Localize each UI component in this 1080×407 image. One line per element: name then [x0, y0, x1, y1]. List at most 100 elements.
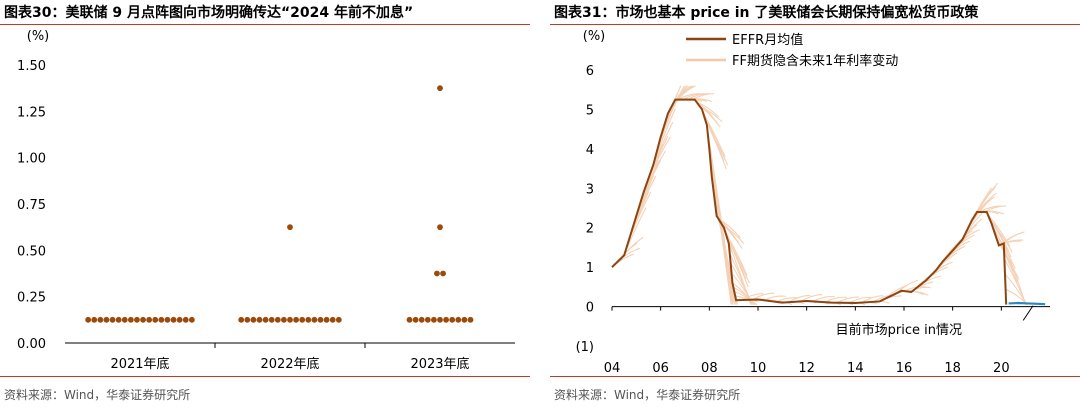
- dot-group: [238, 224, 342, 323]
- y-tick-label: 0.25: [17, 291, 46, 306]
- x-tick-label: 16: [896, 361, 913, 376]
- dot: [164, 316, 171, 323]
- dot: [170, 316, 177, 323]
- dot: [97, 316, 104, 323]
- legend-label: EFFR月均值: [732, 32, 803, 48]
- dot: [299, 316, 306, 323]
- futures-curve: [975, 182, 999, 215]
- dot: [91, 316, 98, 323]
- dot: [268, 316, 275, 323]
- futures-curve: [700, 106, 723, 123]
- x-tick-label: 2021年底: [110, 356, 169, 372]
- y-tick-label: 0: [586, 301, 594, 316]
- dot: [323, 316, 330, 323]
- dot: [121, 316, 128, 323]
- dot-plot-chart: (%) 0.00 0.25 0.50 0.75 1.00 1.25 1.50 2021年底 202…: [17, 29, 515, 372]
- dot: [176, 316, 183, 323]
- rate-path-panel: 图表31：市场也基本 price in 了美联储会长期保持偏宽松货币政策 (%)…: [550, 0, 1080, 407]
- dot: [152, 316, 159, 323]
- dot: [85, 316, 92, 323]
- futures-curve: [966, 200, 990, 230]
- dot: [274, 316, 281, 323]
- x-tick-label: 06: [652, 361, 669, 376]
- futures-curve: [903, 286, 926, 292]
- dot: [443, 316, 449, 323]
- y-tick-label: 3: [586, 182, 594, 197]
- dot: [127, 316, 134, 323]
- dot: [287, 224, 293, 231]
- dot: [109, 316, 116, 323]
- dot: [317, 316, 324, 323]
- title-rule: [0, 24, 530, 25]
- y-tick-label: 1.00: [17, 152, 46, 167]
- dot: [434, 270, 440, 277]
- dot: [424, 316, 431, 323]
- futures-curve: [652, 108, 676, 165]
- y-tick-label: 5: [586, 103, 594, 118]
- chart-title: 图表31：市场也基本 price in 了美联储会长期保持偏宽松货币政策: [554, 5, 979, 21]
- futures-curve: [628, 191, 652, 240]
- dot: [146, 316, 153, 323]
- dot-group: [85, 316, 195, 323]
- dot: [256, 316, 263, 323]
- dot: [461, 316, 468, 323]
- annotation-arrow: [1022, 305, 1034, 321]
- source-note: 资料来源：Wind，华泰证券研究所: [4, 388, 191, 402]
- current-pricing-line: [1008, 301, 1046, 306]
- dot: [158, 316, 165, 323]
- dot: [281, 316, 287, 323]
- futures-curve: [623, 207, 647, 256]
- futures-curve: [763, 295, 787, 301]
- x-tick-label: 12: [798, 361, 815, 376]
- x-tick-label: 2023年底: [410, 356, 469, 372]
- x-tick-label: 10: [750, 361, 767, 376]
- futures-curve: [735, 295, 758, 306]
- y-tick-label: 0.75: [17, 198, 46, 213]
- futures-fan: [611, 85, 1028, 306]
- dot: [437, 316, 443, 323]
- annotation: 目前市场price in情况: [836, 305, 1034, 338]
- dot: [437, 85, 443, 92]
- dot: [329, 316, 336, 323]
- futures-curve: [696, 101, 719, 118]
- x-tick-label: 2022年底: [260, 356, 319, 372]
- y-tick-label: 6: [586, 64, 594, 79]
- chart-title: 图表30：美联储 9 月点阵图向市场明确传达“2024 年前不加息”: [4, 5, 414, 21]
- dot: [412, 316, 419, 323]
- futures-curve: [908, 286, 931, 293]
- dot-plot-panel: 图表30：美联储 9 月点阵图向市场明确传达“2024 年前不加息” (%) 0.…: [0, 0, 530, 407]
- y-tick-label: 1: [586, 261, 594, 276]
- dot: [140, 316, 146, 323]
- dot: [335, 316, 342, 323]
- x-tick-label: 04: [604, 361, 621, 376]
- dot: [293, 316, 299, 323]
- y-tick-label: 4: [586, 143, 594, 158]
- y-tick-label: 1.25: [17, 105, 46, 120]
- dot: [455, 316, 462, 323]
- dot: [182, 316, 189, 323]
- source-note: 资料来源：Wind，华泰证券研究所: [554, 388, 741, 402]
- dot: [467, 316, 474, 323]
- dot: [440, 270, 446, 277]
- dot: [188, 316, 195, 323]
- dot: [244, 316, 251, 323]
- dot: [103, 316, 110, 323]
- x-tick-label: 20: [993, 361, 1010, 376]
- dot: [437, 224, 443, 231]
- annotation-text: 目前市场price in情况: [836, 322, 962, 338]
- y-tick-label: 0.50: [17, 244, 46, 259]
- y-tick-label: 2: [586, 222, 594, 237]
- effr-line: [611, 98, 1008, 305]
- y-axis-unit: (%): [27, 29, 50, 44]
- title-rule: [550, 24, 1080, 25]
- x-tick-label: 14: [847, 361, 864, 376]
- y-tick-label: 1.50: [17, 59, 46, 74]
- y-tick-label: 0.00: [17, 337, 46, 352]
- dot: [287, 316, 293, 323]
- dot: [449, 316, 456, 323]
- y-axis-unit: (%): [583, 29, 606, 44]
- x-tick-label: 18: [944, 361, 961, 376]
- dot: [311, 316, 318, 323]
- dot: [238, 316, 245, 323]
